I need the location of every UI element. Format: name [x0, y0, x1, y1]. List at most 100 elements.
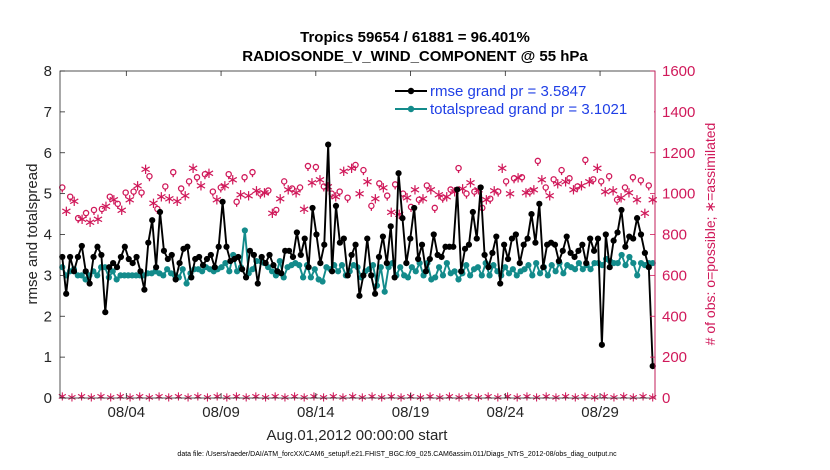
obs-low-marker: ∗ — [270, 389, 281, 404]
obs-low-marker: ∗ — [96, 389, 107, 404]
totalspread-point — [113, 276, 120, 283]
totalspread-point — [587, 266, 594, 273]
obs-low-marker: ∗ — [115, 389, 126, 404]
obs-assimilated-marker: ∗ — [108, 191, 121, 209]
rmse-point — [289, 253, 297, 261]
obs-possible-marker — [257, 190, 264, 197]
obs-possible-marker — [368, 202, 375, 210]
rmse-point — [391, 274, 398, 281]
totalspread-point — [222, 260, 229, 267]
obs-assimilated-marker: ∗ — [575, 176, 588, 194]
totalspread-point — [490, 262, 497, 269]
rmse-point — [172, 276, 179, 283]
rmse-point — [176, 260, 183, 267]
obs-possible-marker — [138, 189, 145, 196]
obs-possible-marker — [629, 174, 637, 181]
totalspread-point — [439, 272, 447, 279]
rmse-point — [352, 241, 359, 248]
rmse-point — [630, 235, 637, 242]
rmse-point — [512, 231, 519, 238]
obs-possible-marker — [296, 184, 304, 191]
y-tick-label: 8 — [44, 63, 52, 80]
obs-assimilated-marker: ∗ — [361, 172, 374, 190]
rmse-point — [571, 253, 578, 261]
rmse-point — [645, 264, 652, 271]
obs-low-marker: ∗ — [289, 389, 300, 404]
obs-possible-marker — [74, 214, 82, 222]
obs-assimilated-marker: ∗ — [409, 181, 422, 199]
obs-possible-marker — [582, 156, 589, 164]
legend-spread-label: totalspread grand pr = 3.1021 — [430, 101, 627, 118]
rmse-point — [305, 264, 312, 271]
rmse-point — [418, 241, 426, 248]
totalspread-point — [268, 268, 276, 275]
rmse-point — [395, 170, 402, 177]
totalspread-point — [249, 266, 256, 273]
obs-assimilated-marker: ∗ — [68, 192, 81, 210]
rmse-point — [141, 286, 148, 293]
obs-assimilated-marker: ∗ — [298, 200, 311, 218]
obs-possible-marker — [510, 175, 518, 182]
totalspread-point — [502, 264, 509, 271]
obs-low-marker: ∗ — [638, 389, 649, 404]
rmse-point — [450, 243, 457, 250]
y-axis-label: rmse and totalspread — [24, 164, 41, 305]
rmse-point — [242, 274, 250, 281]
rmse-point — [399, 215, 406, 222]
obs-assimilated-marker: ∗ — [242, 187, 255, 205]
obs-possible-marker — [621, 184, 629, 191]
rmse-point — [262, 260, 269, 267]
rmse-point — [70, 268, 78, 275]
totalspread-point — [618, 251, 625, 259]
obs-low-marker: ∗ — [580, 389, 591, 404]
legend: rmse grand pr = 3.5847 totalspread grand… — [392, 80, 654, 122]
totalspread-point — [179, 266, 186, 273]
rmse-point — [102, 309, 109, 316]
totalspread-point — [474, 264, 482, 271]
rmse-point — [270, 262, 277, 269]
rmse-point — [426, 255, 433, 263]
totalspread-point — [533, 260, 540, 267]
rmse-point — [215, 243, 222, 250]
obs-assimilated-marker: ∗ — [76, 210, 89, 228]
totalspread-point — [369, 262, 377, 269]
obs-low-marker: ∗ — [154, 389, 165, 404]
rmse-point — [266, 251, 273, 259]
obs-assimilated-marker: ∗ — [567, 181, 580, 199]
totalspread-point — [571, 266, 579, 273]
rmse-point — [348, 251, 355, 259]
rmse-point — [317, 260, 324, 267]
rmse-point — [551, 241, 559, 248]
obs-assimilated-marker: ∗ — [179, 187, 192, 205]
obs-low-marker: ∗ — [231, 389, 242, 404]
obs-assimilated-marker: ∗ — [131, 176, 144, 194]
rmse-point — [78, 242, 85, 250]
rmse-point — [90, 253, 97, 261]
obs-assimilated-marker: ∗ — [155, 188, 168, 206]
rmse-point — [575, 247, 582, 254]
totalspread-point — [575, 260, 583, 267]
rmse-point — [203, 255, 211, 263]
obs-assimilated-marker: ∗ — [203, 164, 216, 182]
obs-possible-marker — [376, 180, 383, 187]
rmse-point — [469, 208, 476, 216]
obs-assimilated-marker: ∗ — [432, 186, 445, 204]
y-right-tick-label: 1600 — [662, 63, 695, 80]
obs-low-marker: ∗ — [463, 389, 474, 404]
totalspread-point — [529, 272, 536, 279]
totalspread-point — [544, 272, 551, 279]
obs-assimilated-marker: ∗ — [425, 181, 438, 199]
obs-low-marker: ∗ — [76, 389, 87, 404]
y-right-tick-label: 400 — [662, 308, 687, 325]
obs-assimilated-marker: ∗ — [369, 190, 382, 208]
rmse-point — [614, 229, 621, 236]
obs-assimilated-marker: ∗ — [147, 194, 160, 212]
rmse-point — [587, 235, 594, 242]
obs-assimilated-marker: ∗ — [345, 159, 358, 177]
obs-low-marker: ∗ — [541, 389, 552, 404]
rmse-point — [321, 241, 328, 248]
obs-possible-marker — [265, 187, 272, 194]
obs-assimilated-marker: ∗ — [480, 191, 493, 209]
chart-subtitle: RADIOSONDE_V_WIND_COMPONENT @ 55 hPa — [242, 48, 588, 65]
